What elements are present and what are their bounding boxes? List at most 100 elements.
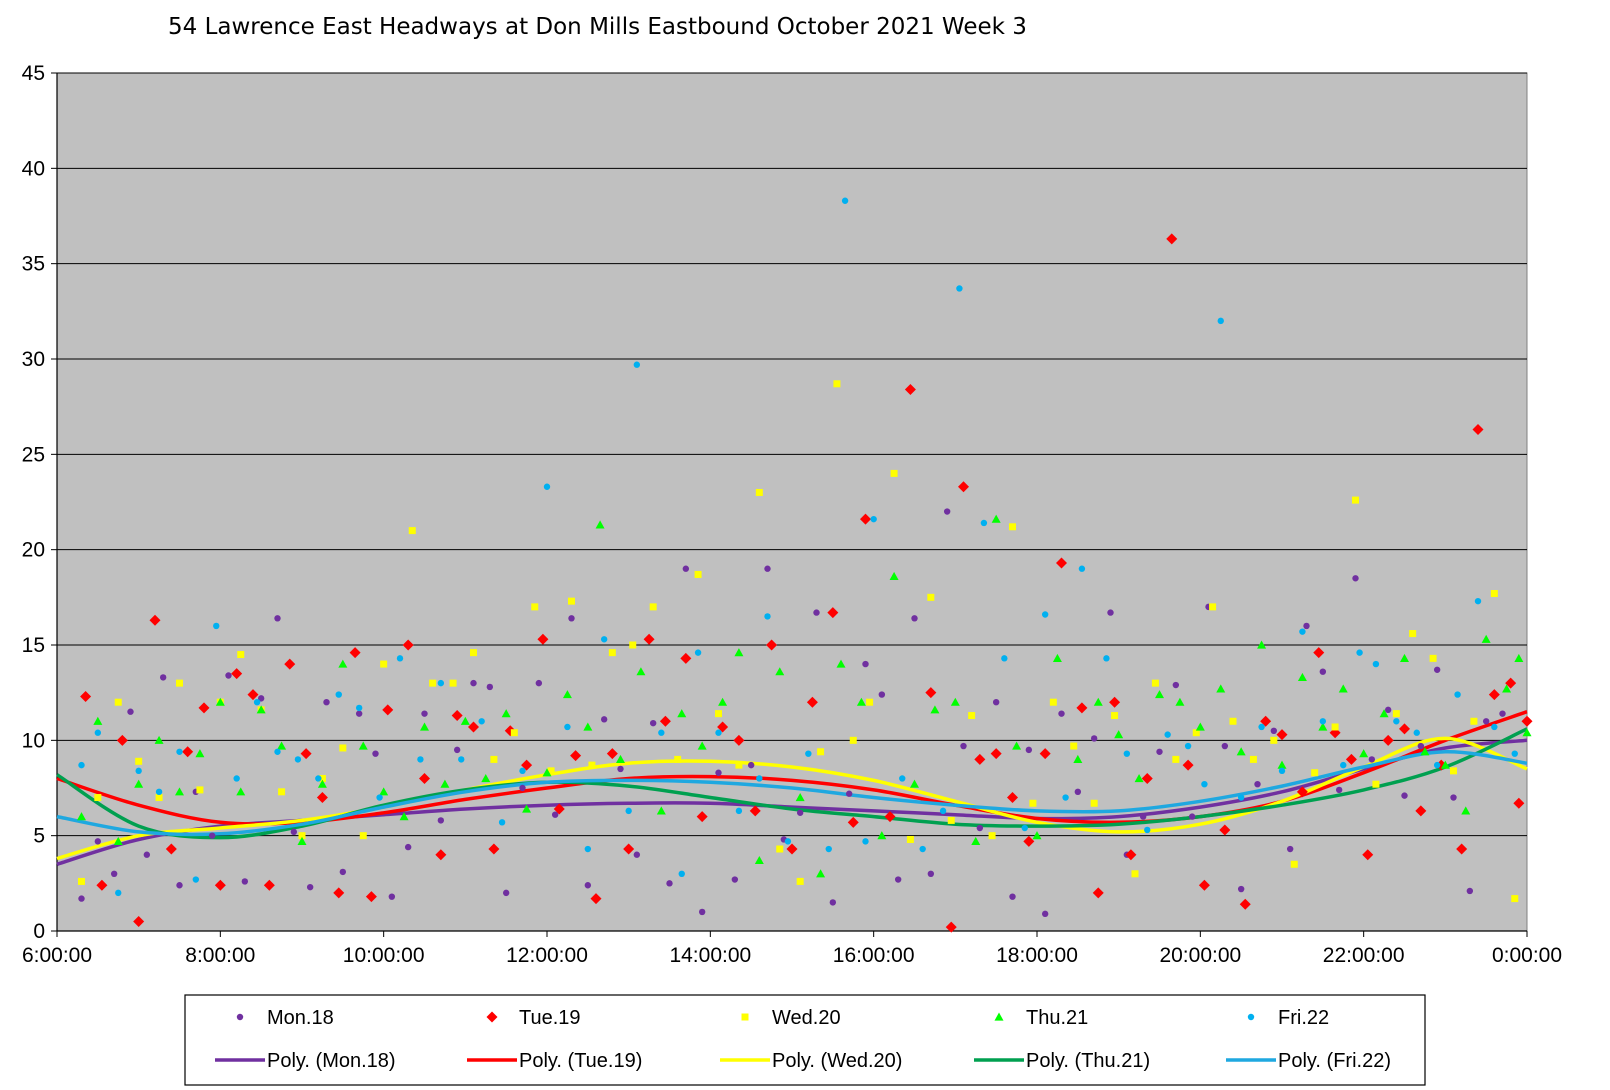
data-point (278, 788, 286, 796)
data-point (437, 679, 445, 687)
data-point (958, 481, 969, 493)
data-point (636, 667, 646, 676)
data-point (1025, 746, 1033, 754)
data-point (335, 691, 342, 698)
data-point (674, 755, 682, 763)
data-point (1239, 898, 1251, 910)
legend-label: Wed.20 (772, 1007, 841, 1029)
data-point (1409, 630, 1417, 638)
data-point (165, 843, 177, 855)
data-point (1277, 760, 1287, 769)
data-point (478, 718, 485, 725)
legend-marker (1247, 1013, 1255, 1021)
data-point (1260, 715, 1272, 727)
data-point (215, 697, 225, 706)
data-point (927, 593, 935, 601)
data-point (884, 811, 896, 823)
data-point (490, 755, 498, 763)
data-point (1491, 723, 1498, 731)
legend-label: Poly. (Wed.20) (772, 1050, 902, 1072)
data-point (992, 699, 1000, 706)
data-point (1188, 813, 1196, 820)
data-point (590, 893, 602, 905)
data-point (115, 889, 122, 897)
data-point (1488, 689, 1500, 701)
data-point (355, 704, 363, 712)
y-tick-label: 25 (22, 443, 45, 466)
data-point (827, 607, 839, 619)
legend-label: Poly. (Mon.18) (267, 1050, 396, 1072)
data-point (1481, 634, 1491, 643)
data-point (849, 736, 857, 744)
data-point (754, 855, 764, 865)
data-point (1505, 677, 1517, 689)
data-point (1472, 424, 1484, 436)
x-tick-label: 16:00:00 (833, 944, 915, 967)
data-point (359, 832, 367, 840)
data-point (1257, 640, 1267, 649)
data-point (991, 514, 1001, 523)
data-point (78, 761, 85, 769)
data-point (388, 893, 396, 900)
data-point (1352, 496, 1359, 504)
data-point (806, 696, 818, 708)
data-point (470, 679, 477, 687)
data-point (1078, 565, 1086, 572)
trendline (56, 736, 1528, 861)
y-tick-label: 15 (22, 634, 45, 657)
data-point (440, 779, 450, 788)
data-point (1499, 710, 1506, 717)
x-tick-label: 6:00:00 (22, 944, 92, 967)
data-point (845, 790, 853, 797)
data-point (1338, 684, 1348, 693)
data-point (1039, 748, 1051, 760)
data-point (176, 748, 183, 755)
data-point (911, 615, 918, 622)
data-point (856, 697, 866, 706)
data-point (649, 719, 657, 727)
data-point (766, 639, 778, 651)
data-point (80, 690, 92, 702)
data-point (519, 767, 526, 775)
data-point (617, 765, 624, 773)
data-point (110, 870, 118, 877)
data-point (488, 843, 500, 855)
data-point (606, 748, 618, 760)
series-points (78, 380, 1519, 903)
data-point (817, 748, 825, 756)
data-point (379, 787, 389, 796)
data-point (453, 746, 461, 754)
data-point (481, 773, 491, 783)
data-point (1090, 799, 1098, 807)
data-point (553, 803, 565, 815)
data-point (971, 836, 981, 845)
data-point (1041, 910, 1049, 918)
data-point (862, 660, 869, 668)
data-point (749, 805, 761, 817)
data-point (1393, 718, 1400, 725)
data-point (257, 695, 265, 702)
data-point (1392, 710, 1400, 718)
y-tick-label: 45 (22, 62, 45, 85)
data-point (263, 879, 275, 891)
x-tick-labels: 6:00:00 8:00:00 10:00:00 12:00:00 14:00:00 16… (22, 944, 1562, 967)
data-point (94, 838, 102, 845)
data-point (1474, 597, 1482, 605)
data-point (1192, 729, 1200, 737)
data-point (460, 716, 470, 725)
data-point (78, 895, 85, 902)
data-point (1278, 767, 1286, 775)
data-point (734, 648, 744, 657)
data-point (133, 915, 145, 927)
data-point (1482, 718, 1490, 725)
data-point (1237, 885, 1245, 893)
data-point (1049, 698, 1057, 706)
data-point (1056, 557, 1067, 569)
data-point (1470, 717, 1478, 725)
data-point (833, 380, 841, 388)
data-point (1450, 794, 1457, 801)
data-point (135, 767, 142, 775)
data-point (175, 787, 184, 796)
data-point (1513, 797, 1525, 809)
data-point (1076, 702, 1088, 714)
